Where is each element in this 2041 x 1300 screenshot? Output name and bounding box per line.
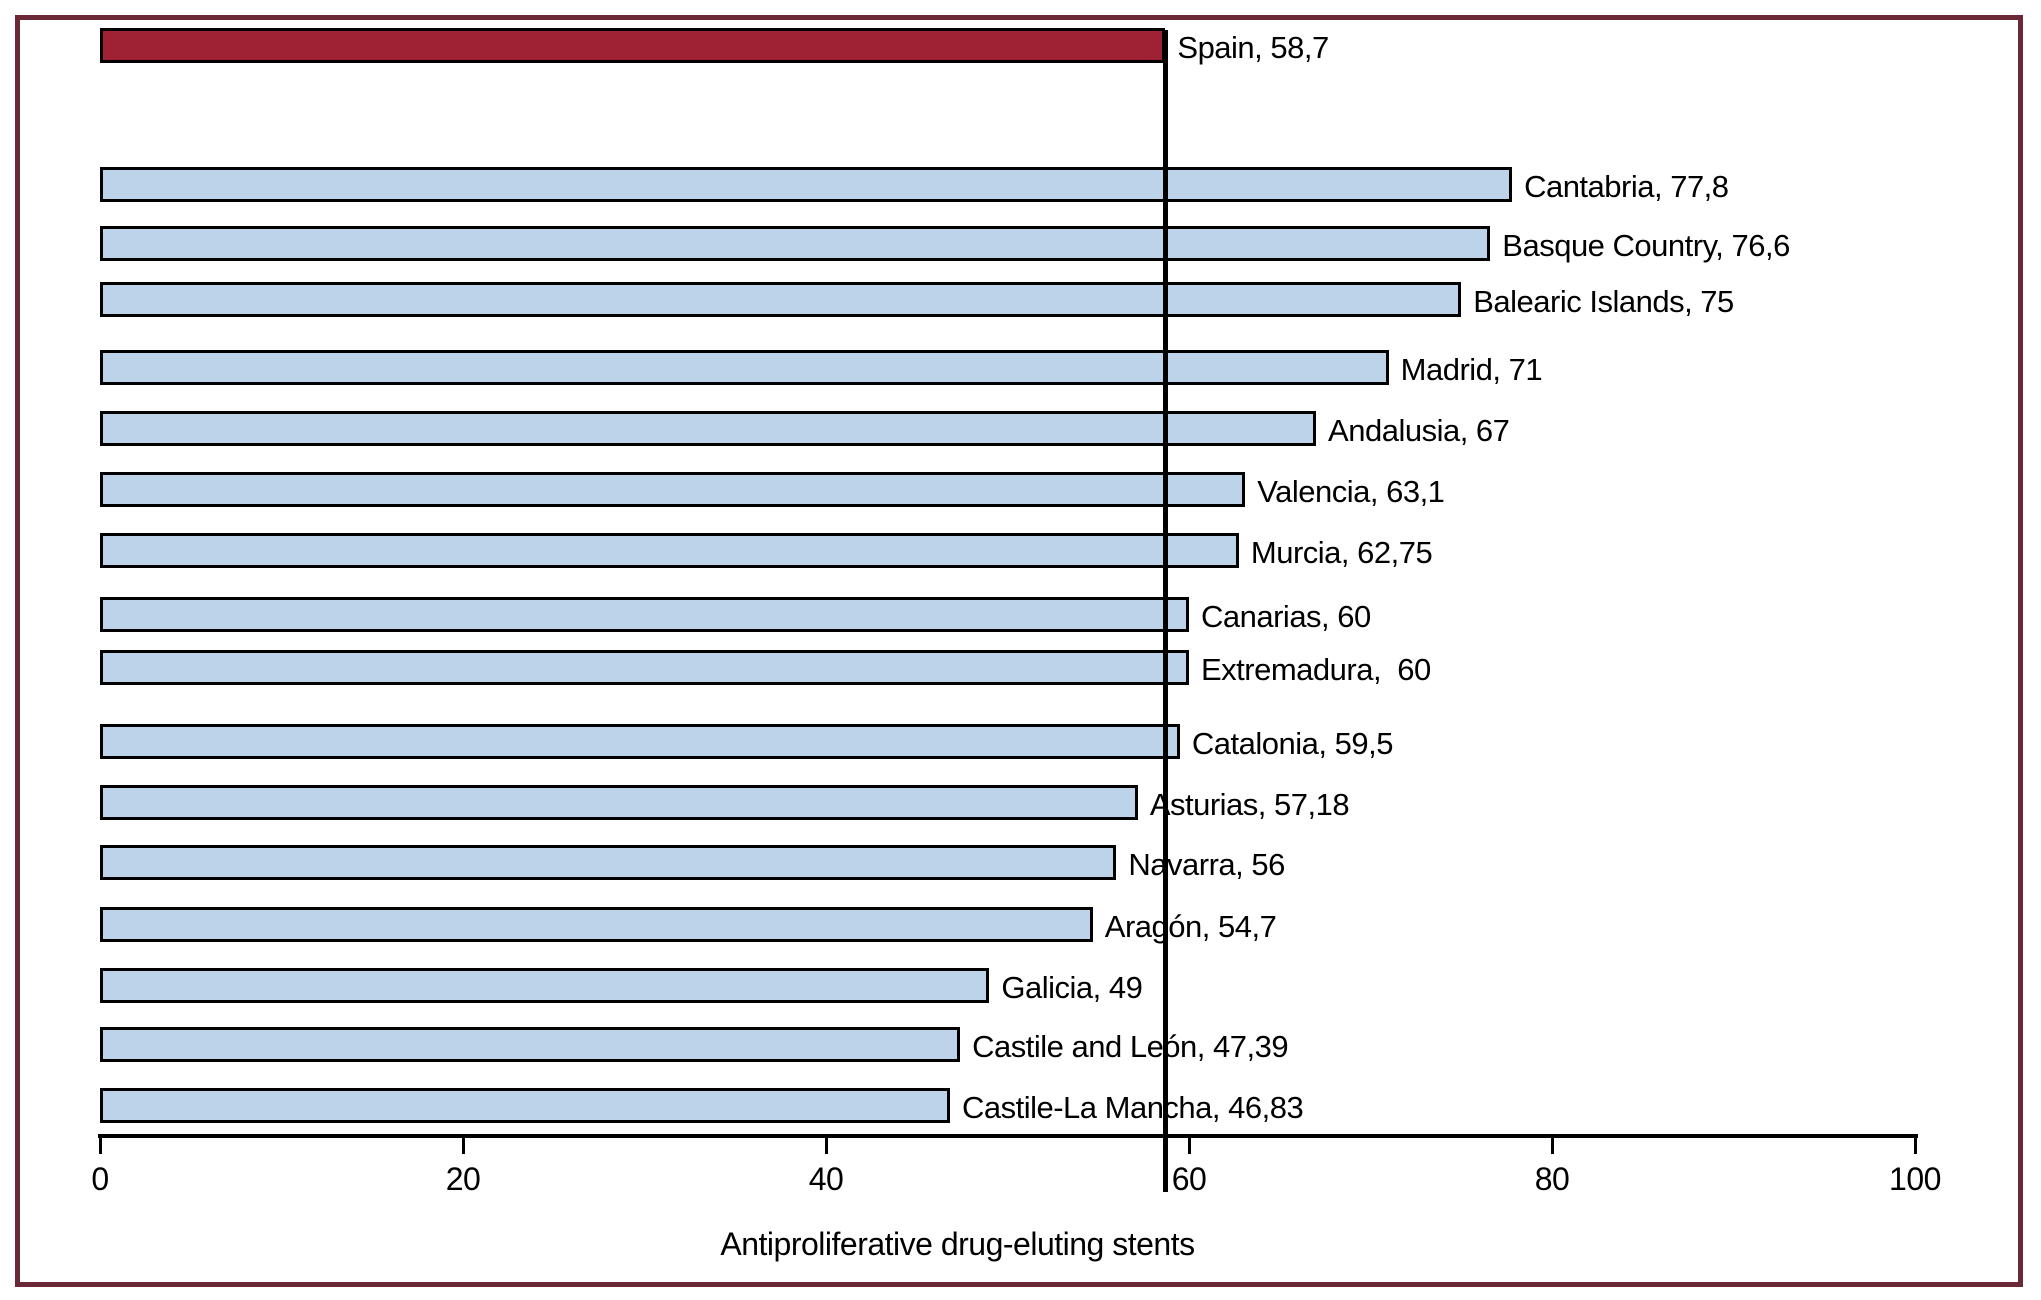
x-axis-tick <box>824 1138 828 1154</box>
bar-row-asturias: Asturias, 57,18 <box>100 785 1915 822</box>
bar-row-arag-n: Aragón, 54,7 <box>100 907 1915 944</box>
bar-row-cantabria: Cantabria, 77,8 <box>100 167 1915 204</box>
bar <box>100 968 990 1003</box>
bar-row-valencia: Valencia, 63,1 <box>100 472 1915 509</box>
bar <box>100 167 1513 202</box>
bar-row-spain: Spain, 58,7 <box>100 28 1915 65</box>
bar-label: Extremadura, 60 <box>1201 652 1431 687</box>
x-axis-title: Antiproliferative drug-eluting stents <box>720 1226 1195 1262</box>
bar-label: Murcia, 62,75 <box>1250 535 1433 570</box>
bar-row-castile-and-le-n: Castile and León, 47,39 <box>100 1027 1915 1064</box>
bar-label: Valencia, 63,1 <box>1257 474 1445 509</box>
bar-row-madrid: Madrid, 71 <box>100 350 1915 387</box>
bar <box>100 907 1093 942</box>
bar-row-canarias: Canarias, 60 <box>100 597 1915 634</box>
bar <box>100 282 1462 317</box>
bar <box>100 845 1117 880</box>
x-axis-tick <box>98 1138 102 1154</box>
bar-label: Balearic Islands, 75 <box>1473 284 1734 319</box>
bar-row-andalusia: Andalusia, 67 <box>100 411 1915 448</box>
bar <box>100 533 1239 568</box>
bar-row-balearic-islands: Balearic Islands, 75 <box>100 282 1915 319</box>
x-axis-tick <box>1550 1138 1554 1154</box>
bar-label: Castile and León, 47,39 <box>972 1029 1289 1064</box>
bar <box>100 350 1389 385</box>
bar <box>100 472 1246 507</box>
bar-label: Basque Country, 76,6 <box>1502 228 1790 263</box>
bar <box>100 785 1138 820</box>
bar-label: Asturias, 57,18 <box>1149 787 1350 822</box>
bar <box>100 411 1317 446</box>
bar-label: Aragón, 54,7 <box>1104 909 1277 944</box>
bar-label: Cantabria, 77,8 <box>1524 169 1729 204</box>
x-axis-line <box>98 1134 1918 1138</box>
bar-row-castile-la-mancha: Castile-La Mancha, 46,83 <box>100 1088 1915 1125</box>
bar-highlight <box>100 28 1166 63</box>
x-axis-tick-label: 20 <box>445 1161 481 1197</box>
x-axis-tick-label: 80 <box>1534 1161 1570 1197</box>
x-axis-tick-label: 60 <box>1171 1161 1207 1197</box>
bar-label: Madrid, 71 <box>1400 352 1543 387</box>
reference-line <box>1162 30 1168 1192</box>
bar-label: Navarra, 56 <box>1128 847 1285 882</box>
bar-label: Catalonia, 59,5 <box>1191 726 1394 761</box>
x-axis-tick-label: 100 <box>1889 1161 1941 1197</box>
bar <box>100 650 1189 685</box>
bar-row-navarra: Navarra, 56 <box>100 845 1915 882</box>
x-axis-tick <box>1913 1138 1917 1154</box>
bar-row-extremadura: Extremadura, 60 <box>100 650 1915 687</box>
bar-row-murcia: Murcia, 62,75 <box>100 533 1915 570</box>
bar <box>100 724 1180 759</box>
bar-label: Castile-La Mancha, 46,83 <box>961 1090 1304 1125</box>
bar-label: Andalusia, 67 <box>1328 413 1510 448</box>
bar-row-galicia: Galicia, 49 <box>100 968 1915 1005</box>
bar-label: Canarias, 60 <box>1201 599 1371 634</box>
bar-row-catalonia: Catalonia, 59,5 <box>100 724 1915 761</box>
bar <box>100 1027 961 1062</box>
x-axis-tick-label: 40 <box>808 1161 844 1197</box>
x-axis-tick <box>461 1138 465 1154</box>
bar-row-basque-country: Basque Country, 76,6 <box>100 226 1915 263</box>
x-axis-tick-label: 0 <box>91 1161 109 1197</box>
bar <box>100 226 1491 261</box>
x-axis-tick <box>1187 1138 1191 1154</box>
bar <box>100 1088 950 1123</box>
bar-label: Galicia, 49 <box>1001 970 1143 1005</box>
bar <box>100 597 1189 632</box>
bar-label: Spain, 58,7 <box>1177 30 1329 65</box>
